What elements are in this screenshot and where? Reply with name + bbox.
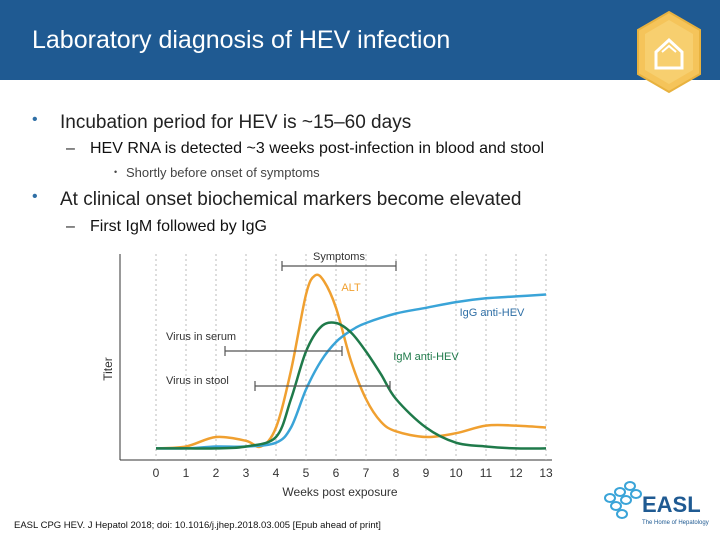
easl-logo: EASL The Home of Hepatology (600, 474, 710, 530)
logo-tagline: The Home of Hepatology (642, 520, 709, 526)
x-tick-label: 2 (213, 466, 220, 480)
y-axis-label: Titer (101, 357, 115, 381)
x-tick-label: 10 (449, 466, 463, 480)
series-label-alt: ALT (341, 282, 361, 294)
virus-serum-label: Virus in serum (166, 331, 236, 343)
page-title: Laboratory diagnosis of HEV infection (32, 26, 450, 55)
x-tick-label: 3 (243, 466, 250, 480)
x-tick-label: 4 (273, 466, 280, 480)
bullet-dot: • (32, 111, 38, 129)
bullet-1-sub-dash: – (66, 140, 75, 158)
bullet-dot: • (32, 188, 38, 206)
bullet-1-text: Incubation period for HEV is ~15–60 days (60, 112, 411, 134)
bullet-1-subsub-dot: • (114, 167, 117, 177)
x-tick-label: 11 (480, 466, 493, 480)
hev-timeline-chart: ALT IgG anti-HEV IgM anti-HEV Symptoms Virus… (100, 244, 570, 504)
header-bar: Laboratory diagnosis of HEV infection (0, 0, 720, 80)
logo-text: EASL (642, 492, 701, 517)
x-tick-label: 13 (539, 466, 553, 480)
symptoms-label: Symptoms (313, 251, 365, 263)
bullet-2-sub-text: First IgM followed by IgG (90, 218, 267, 236)
bullet-2-sub-dash: – (66, 218, 75, 236)
bullet-1-sub-text: HEV RNA is detected ~3 weeks post-infect… (90, 140, 544, 158)
x-tick-label: 9 (423, 466, 430, 480)
x-tick-label: 7 (363, 466, 370, 480)
x-tick-label: 0 (153, 466, 160, 480)
series-label-igm-anti-hev: IgM anti-HEV (393, 351, 459, 363)
easl-logo-icon (605, 482, 641, 518)
bullet-1-subsub-text: Shortly before onset of symptoms (126, 165, 320, 180)
x-tick-label: 5 (303, 466, 310, 480)
citation: EASL CPG HEV. J Hepatol 2018; doi: 10.10… (14, 520, 381, 531)
x-tick-label: 6 (333, 466, 340, 480)
series-label-igg-anti-hev: IgG anti-HEV (460, 307, 525, 319)
x-tick-label: 8 (393, 466, 400, 480)
home-icon[interactable] (636, 10, 702, 94)
bullet-2-text: At clinical onset biochemical markers be… (60, 189, 522, 211)
x-axis-label: Weeks post exposure (282, 485, 397, 499)
x-tick-label: 1 (183, 466, 190, 480)
virus-stool-label: Virus in stool (166, 375, 229, 387)
x-tick-label: 12 (509, 466, 523, 480)
